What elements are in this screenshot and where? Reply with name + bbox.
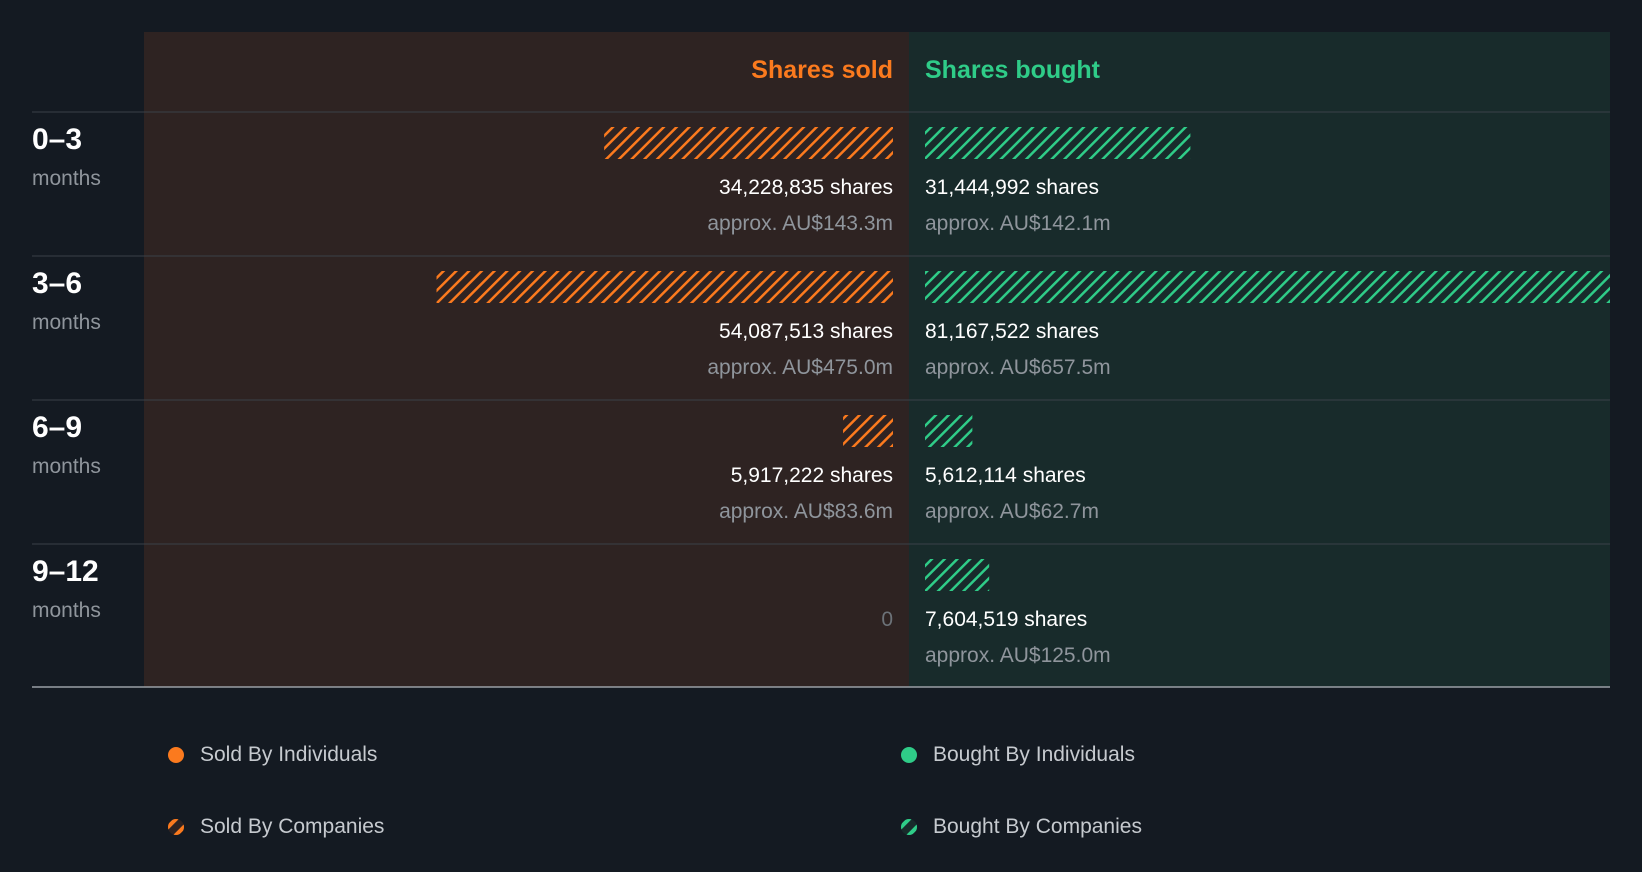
legend-bought-companies: Bought By Companies [901, 814, 1142, 840]
sold-value-label: approx. AU$83.6m [719, 500, 893, 523]
bought-shares-label: 31,444,992 shares [925, 176, 1099, 199]
period-unit: months [32, 455, 101, 478]
hatched-dot-icon [901, 819, 917, 835]
sold-bar-0 [604, 127, 893, 159]
sold-shares-label: 5,917,222 shares [730, 464, 893, 487]
header-shares-sold: Shares sold [751, 56, 893, 84]
bought-shares-label: 5,612,114 shares [925, 464, 1086, 487]
sold-bar-2 [843, 415, 893, 447]
bought-shares-label: 7,604,519 shares [925, 608, 1088, 631]
bought-bar-1 [925, 271, 1610, 303]
period-label: 3–6 [32, 267, 83, 300]
sold-value-label: approx. AU$475.0m [707, 356, 893, 379]
bought-value-label: approx. AU$657.5m [925, 356, 1111, 379]
period-label: 9–12 [32, 555, 99, 588]
legend-label: Bought By Individuals [933, 743, 1135, 766]
period-unit: months [32, 167, 101, 190]
sold-shares-label: 54,087,513 shares [719, 320, 893, 343]
legend-label: Bought By Companies [933, 815, 1142, 838]
legend-label: Sold By Individuals [200, 743, 378, 766]
solid-dot-icon [168, 747, 184, 763]
sold-value-label: approx. AU$143.3m [707, 212, 893, 235]
bought-bar-2 [925, 415, 973, 447]
period-row-2: 6–9 months [32, 410, 140, 480]
period-row-0: 0–3 months [32, 122, 140, 192]
hatched-dot-icon [168, 819, 184, 835]
period-unit: months [32, 599, 101, 622]
period-row-1: 3–6 months [32, 266, 140, 336]
solid-dot-icon [901, 747, 917, 763]
bought-value-label: approx. AU$62.7m [925, 500, 1099, 523]
sold-shares-label: 34,228,835 shares [719, 176, 893, 199]
bought-value-label: approx. AU$125.0m [925, 644, 1111, 667]
bought-bar-3 [925, 559, 990, 591]
bought-value-label: approx. AU$142.1m [925, 212, 1111, 235]
legend-sold-companies: Sold By Companies [168, 814, 384, 840]
bought-bar-0 [925, 127, 1191, 159]
period-row-3: 9–12 months [32, 554, 140, 624]
legend-bought-individuals: Bought By Individuals [901, 742, 1135, 768]
sold-shares-label: 0 [881, 608, 893, 631]
legend-label: Sold By Companies [200, 815, 385, 838]
period-label: 6–9 [32, 411, 83, 444]
header-shares-bought: Shares bought [925, 56, 1101, 84]
period-label: 0–3 [32, 123, 83, 156]
sold-bar-1 [436, 271, 893, 303]
period-unit: months [32, 311, 101, 334]
legend-sold-individuals: Sold By Individuals [168, 742, 377, 768]
bought-shares-label: 81,167,522 shares [925, 320, 1099, 343]
